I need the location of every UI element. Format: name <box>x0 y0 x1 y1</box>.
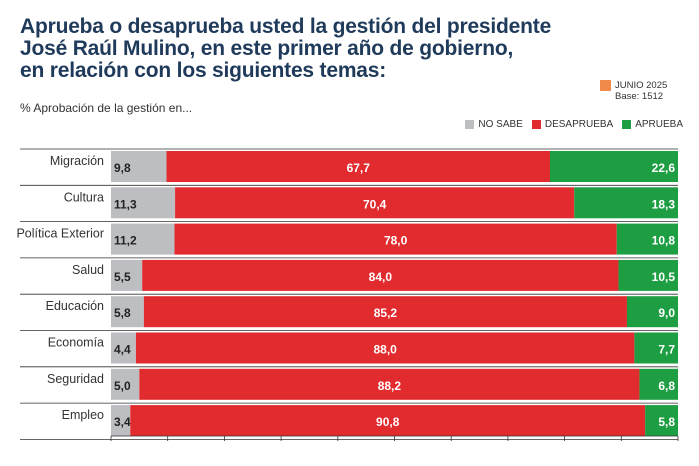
legend-label-aprueba: APRUEBA <box>635 119 683 130</box>
bar-no-sabe-salud <box>111 259 143 291</box>
data-label-no-sabe-migracion: 9,8 <box>114 161 131 175</box>
bar-aprueba-migracion <box>549 151 678 182</box>
bar-aprueba-economia <box>634 332 678 364</box>
bar-no-sabe-seguridad <box>111 368 140 400</box>
legend-swatch-desaprueba <box>531 120 541 129</box>
legend-item-desaprueba: DESAPRUEBA <box>531 119 614 130</box>
data-label-aprueba-empleo: 5,8 <box>658 415 675 429</box>
bar-desaprueba-cultura <box>175 187 575 219</box>
bar-no-sabe-cultura <box>111 187 176 219</box>
bar-aprueba-seguridad <box>639 368 678 400</box>
legend-swatch-no-sabe <box>465 120 475 129</box>
category-label-educacion: Educación <box>46 299 104 313</box>
category-label-seguridad: Seguridad <box>47 372 104 386</box>
chart-subtitle: % Aprobación de la gestión en... <box>20 101 193 115</box>
legend-swatch-aprueba <box>622 120 632 129</box>
chart-title: Aprueba o desaprueba usted la gestión de… <box>20 16 620 82</box>
title-line-2: José Raúl Mulino, en este primer año de … <box>20 37 514 60</box>
title-line-3: en relación con los siguientes temas: <box>20 59 387 82</box>
bar-desaprueba-empleo <box>130 405 646 437</box>
bar-no-sabe-empleo <box>111 405 131 437</box>
legend-item-aprueba: APRUEBA <box>622 119 683 130</box>
data-label-aprueba-migracion: 22,6 <box>652 161 676 175</box>
title-line-1: Aprueba o desaprueba usted la gestión de… <box>20 15 552 38</box>
bar-aprueba-educacion <box>626 296 678 328</box>
data-label-aprueba-salud: 10,5 <box>652 270 676 284</box>
date-badge: JUNIO 2025 Base: 1512 <box>600 80 667 102</box>
bar-no-sabe-educacion <box>111 296 144 328</box>
bar-desaprueba-salud <box>142 259 619 291</box>
badge-date: JUNIO 2025 <box>615 80 668 91</box>
data-label-desaprueba-salud: 84,0 <box>369 270 393 284</box>
data-label-aprueba-cultura: 18,3 <box>652 197 676 211</box>
bar-no-sabe-migracion <box>111 151 167 182</box>
data-label-no-sabe-economia: 4,4 <box>114 343 131 357</box>
legend-item-no-sabe: NO SABE <box>465 119 523 130</box>
data-label-desaprueba-empleo: 90,8 <box>376 415 400 429</box>
data-label-aprueba-seguridad: 6,8 <box>658 379 675 393</box>
legend: NO SABE DESAPRUEBA APRUEBA <box>456 119 683 130</box>
bar-desaprueba-educacion <box>143 296 627 328</box>
bar-no-sabe-politica-exterior <box>111 223 175 255</box>
bar-desaprueba-seguridad <box>139 368 640 400</box>
bar-aprueba-cultura <box>574 187 678 219</box>
category-label-cultura: Cultura <box>64 190 104 204</box>
bar-aprueba-politica-exterior <box>616 223 678 255</box>
bar-aprueba-salud <box>618 259 678 291</box>
data-label-desaprueba-migracion: 67,7 <box>347 161 371 175</box>
data-label-desaprueba-cultura: 70,4 <box>363 197 387 211</box>
category-label-economia: Economía <box>48 336 104 350</box>
legend-label-no-sabe: NO SABE <box>478 119 523 130</box>
bar-aprueba-empleo <box>645 405 678 437</box>
data-label-no-sabe-politica-exterior: 11,2 <box>114 234 137 248</box>
badge-base: Base: 1512 <box>615 91 664 102</box>
legend-label-desaprueba: DESAPRUEBA <box>544 119 614 130</box>
data-label-no-sabe-empleo: 3,4 <box>114 415 131 429</box>
data-label-aprueba-educacion: 9,0 <box>658 306 675 320</box>
data-label-no-sabe-salud: 5,5 <box>114 270 131 284</box>
category-label-empleo: Empleo <box>62 408 104 422</box>
category-label-salud: Salud <box>72 263 104 277</box>
data-label-aprueba-economia: 7,7 <box>658 343 675 357</box>
data-label-desaprueba-politica-exterior: 78,0 <box>384 234 408 248</box>
bar-no-sabe-economia <box>111 332 136 364</box>
data-label-desaprueba-economia: 88,0 <box>373 343 397 357</box>
data-label-no-sabe-educacion: 5,8 <box>114 306 131 320</box>
data-label-desaprueba-educacion: 85,2 <box>374 306 398 320</box>
bar-desaprueba-politica-exterior <box>174 223 617 255</box>
data-label-no-sabe-cultura: 11,3 <box>114 197 137 211</box>
data-label-desaprueba-seguridad: 88,2 <box>378 379 402 393</box>
badge-swatch <box>600 80 611 91</box>
category-label-migracion: Migración <box>50 154 104 168</box>
bar-desaprueba-migracion <box>166 151 550 182</box>
bar-desaprueba-economia <box>135 332 635 364</box>
data-label-aprueba-politica-exterior: 10,8 <box>652 234 676 248</box>
category-label-politica-exterior: Política Exterior <box>16 227 104 241</box>
data-label-no-sabe-seguridad: 5,0 <box>114 379 131 393</box>
